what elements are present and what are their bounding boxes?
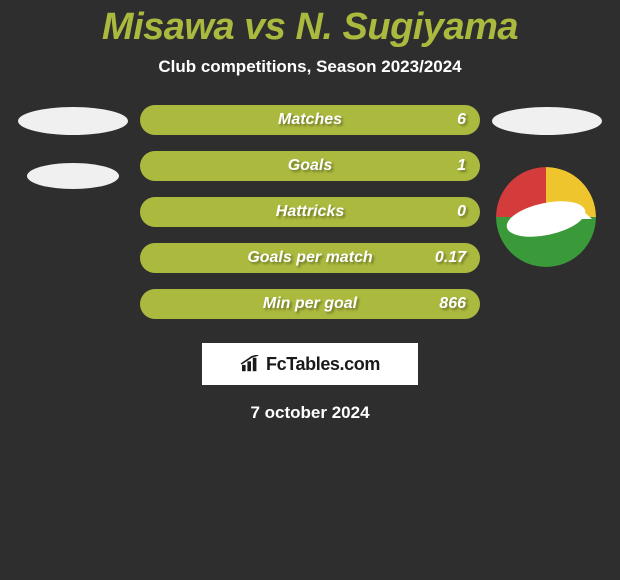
stat-bar-min-per-goal: Min per goal 866 (140, 289, 480, 319)
stat-value-right: 866 (439, 295, 466, 313)
left-column (18, 105, 128, 189)
bars-column: Matches 6 Goals 1 Hattricks 0 Goals per … (140, 105, 480, 319)
stat-bar-goals: Goals 1 (140, 151, 480, 181)
stat-label: Min per goal (263, 295, 357, 313)
stat-value-right: 0.17 (435, 249, 466, 267)
brand-text: FcTables.com (266, 354, 380, 375)
stat-value-right: 1 (457, 157, 466, 175)
stat-value-right: 0 (457, 203, 466, 221)
page-subtitle: Club competitions, Season 2023/2024 (0, 57, 620, 105)
page-title: Misawa vs N. Sugiyama (0, 0, 620, 57)
stat-value-right: 6 (457, 111, 466, 129)
brand-box[interactable]: FcTables.com (202, 343, 418, 385)
stat-label: Matches (278, 111, 342, 129)
stat-label: Hattricks (276, 203, 344, 221)
footer-date: 7 october 2024 (0, 403, 620, 423)
club-badge-icon (496, 167, 596, 267)
main-container: Misawa vs N. Sugiyama Club competitions,… (0, 0, 620, 423)
stat-bar-matches: Matches 6 (140, 105, 480, 135)
player-ellipse-left-2 (27, 163, 119, 189)
right-column (492, 105, 602, 267)
stat-label: Goals per match (247, 249, 372, 267)
club-badge (496, 167, 596, 267)
player-ellipse-left-1 (18, 107, 128, 135)
player-ellipse-right-1 (492, 107, 602, 135)
stat-bar-goals-per-match: Goals per match 0.17 (140, 243, 480, 273)
stats-area: Matches 6 Goals 1 Hattricks 0 Goals per … (0, 105, 620, 319)
stat-label: Goals (288, 157, 332, 175)
brand-chart-icon (240, 355, 262, 373)
stat-bar-hattricks: Hattricks 0 (140, 197, 480, 227)
